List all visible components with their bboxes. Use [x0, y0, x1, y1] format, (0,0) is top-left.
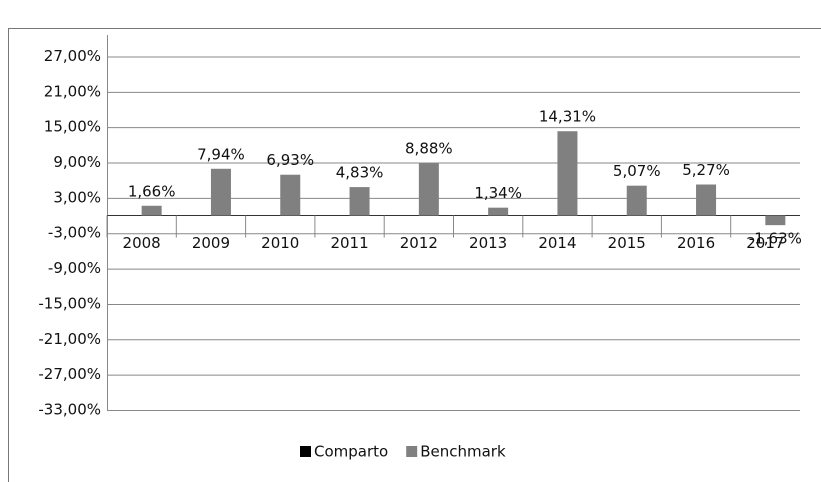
bar — [349, 187, 370, 216]
data-label: 7,94% — [197, 145, 245, 163]
y-tick-label: -33,00% — [38, 401, 101, 419]
y-tick-label: 21,00% — [44, 82, 101, 100]
x-tick-label: 2017 — [746, 234, 784, 252]
data-label: 5,07% — [613, 162, 661, 180]
x-tick-label: 2015 — [608, 234, 646, 252]
x-tick-label: 2011 — [330, 234, 368, 252]
x-tick-label: 2008 — [123, 234, 161, 252]
legend-swatch — [406, 446, 418, 457]
x-tick-label: 2016 — [677, 234, 715, 252]
data-label: 4,83% — [336, 164, 384, 182]
y-tick-label: -9,00% — [48, 259, 101, 277]
bar — [280, 174, 301, 216]
y-tick-label: 15,00% — [44, 118, 101, 136]
data-label: 8,88% — [405, 140, 453, 158]
legend-label: Benchmark — [420, 443, 506, 461]
x-tick-label: 2010 — [261, 234, 299, 252]
x-tick-label: 2012 — [400, 234, 438, 252]
y-tick-label: 9,00% — [53, 153, 101, 171]
x-tick-label: 2013 — [469, 234, 507, 252]
legend-label: Comparto — [314, 443, 388, 461]
data-label: 1,66% — [128, 182, 176, 200]
bar — [488, 207, 509, 216]
data-label: -1,63% — [749, 230, 802, 248]
data-label: 5,27% — [682, 161, 730, 179]
y-tick-label: -27,00% — [38, 365, 101, 383]
data-label: 6,93% — [266, 151, 314, 169]
bar — [141, 205, 162, 216]
y-tick-label: -15,00% — [38, 294, 101, 312]
data-label: 14,31% — [539, 108, 596, 126]
data-label: 1,34% — [474, 184, 522, 202]
y-tick-label: -21,00% — [38, 330, 101, 348]
x-tick-label: 2009 — [192, 234, 230, 252]
bar — [696, 184, 717, 216]
legend-swatch — [300, 446, 311, 457]
x-tick-label: 2014 — [538, 234, 576, 252]
y-tick-label: -3,00% — [48, 224, 101, 242]
bar — [765, 215, 786, 226]
y-tick-label: 3,00% — [53, 188, 101, 206]
bar — [210, 168, 231, 216]
chart-border — [8, 28, 821, 482]
bar — [557, 131, 578, 216]
bar — [418, 163, 439, 216]
y-tick-label: 27,00% — [44, 47, 101, 65]
bar — [626, 185, 647, 216]
